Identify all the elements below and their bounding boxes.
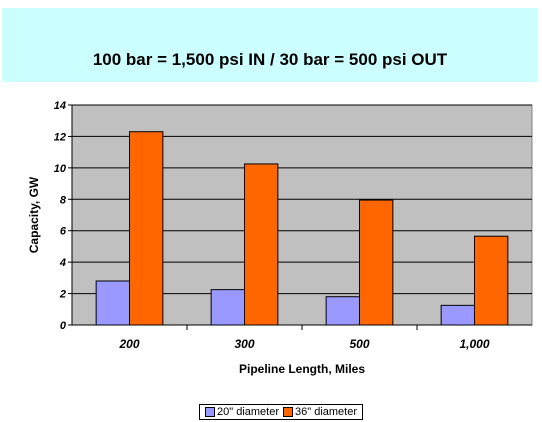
x-axis-label: Pipeline Length, Miles — [239, 362, 365, 376]
legend-swatch-series-1 — [205, 407, 215, 417]
legend: 20" diameter 36" diameter — [199, 404, 363, 420]
bar-series-2 — [244, 163, 279, 326]
legend-item-series-1: 20" diameter — [205, 406, 279, 418]
bar-series-1 — [440, 304, 475, 326]
y-tick-label: 10 — [54, 163, 67, 175]
y-tick-label: 8 — [60, 194, 67, 206]
y-axis-label: Capacity, GW — [27, 176, 41, 253]
legend-label-series-2: 36" diameter — [295, 406, 357, 418]
bar-series-2 — [359, 199, 394, 326]
bar-series-1 — [210, 289, 245, 326]
legend-item-series-2: 36" diameter — [283, 406, 357, 418]
y-tick-label: 6 — [60, 226, 67, 238]
bar-series-1 — [95, 280, 130, 326]
bar-series-1 — [325, 296, 360, 326]
y-tick-label: 14 — [54, 100, 66, 112]
x-tick-label: 200 — [118, 337, 139, 351]
bar-series-2 — [474, 235, 509, 326]
bar-series-2 — [129, 131, 164, 326]
chart-title: 100 bar = 1,500 psi IN / 30 bar = 500 ps… — [92, 50, 448, 69]
x-tick-label: 300 — [234, 337, 254, 351]
y-tick-label: 4 — [59, 257, 66, 269]
y-tick-label: 12 — [54, 131, 66, 143]
x-tick-label: 500 — [349, 337, 369, 351]
legend-swatch-series-2 — [283, 407, 293, 417]
title-band: 100 bar = 1,500 psi IN / 30 bar = 500 ps… — [2, 8, 538, 82]
legend-label-series-1: 20" diameter — [217, 406, 279, 418]
y-tick-label: 0 — [60, 320, 67, 332]
y-tick-label: 2 — [59, 289, 66, 301]
x-tick-label: 1,000 — [459, 337, 489, 351]
